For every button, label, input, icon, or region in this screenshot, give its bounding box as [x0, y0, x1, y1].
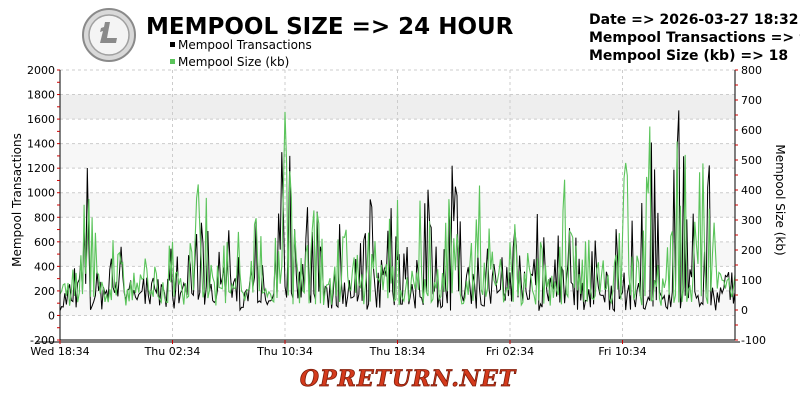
y-tick-label: 800: [34, 211, 55, 224]
y2-tick-label: 800: [741, 64, 762, 77]
series-line-transactions: [59, 110, 736, 313]
x-tick-labels: Wed 18:34 Thu 02:34 Thu 10:34 Thu 18:34 Fri …: [30, 345, 646, 358]
legend-label-size: Mempool Size (kb): [178, 55, 289, 69]
left-tick-labels: -200 0 200 400 600 800 1000 1200 1400 1600 1800 200…: [27, 64, 55, 347]
x-tick-label: Wed 18:34: [30, 345, 89, 358]
y2-tick-label: 400: [741, 184, 762, 197]
legend: Mempool Transactions Mempool Size (kb): [170, 38, 312, 69]
y2-tick-label: 500: [741, 154, 762, 167]
x-tick-label: Thu 02:34: [144, 345, 201, 358]
y2-axis-title: Mempool Size (kb): [773, 144, 787, 255]
y2-tick-label: -100: [741, 334, 766, 347]
info-date: Date => 2026-03-27 18:32: [589, 12, 798, 28]
litecoin-logo-icon: [82, 8, 136, 62]
right-tick-labels: -100 0 100 200 300 400 500 600 700 800: [741, 64, 766, 347]
y-tick-label: 1800: [27, 89, 55, 102]
y-tick-label: 1200: [27, 162, 55, 175]
y-tick-label: 0: [48, 309, 55, 322]
x-tick-label: Fri 02:34: [486, 345, 534, 358]
y-tick-label: 600: [34, 236, 55, 249]
y2-tick-label: 600: [741, 124, 762, 137]
legend-label-transactions: Mempool Transactions: [178, 38, 312, 52]
series-layer: [59, 110, 736, 313]
y-tick-label: 2000: [27, 64, 55, 77]
x-tick-label: Fri 10:34: [598, 345, 646, 358]
axes: [36, 69, 740, 344]
x-tick-label: Thu 10:34: [256, 345, 313, 358]
legend-swatch-size: [170, 59, 175, 64]
y-tick-label: 1600: [27, 113, 55, 126]
y-tick-label: 200: [34, 285, 55, 298]
info-size: Mempool Size (kb) => 18: [589, 48, 788, 64]
brand-logo-text: OPRETURN.NET: [300, 366, 517, 392]
y-axis-title: Mempool Transactions: [10, 133, 24, 267]
legend-swatch-transactions: [170, 42, 175, 47]
y-tick-label: -200: [30, 334, 55, 347]
y-tick-label: 400: [34, 260, 55, 273]
y2-tick-label: 100: [741, 274, 762, 287]
info-transactions: Mempool Transactions => 92: [589, 30, 800, 46]
chart-title: MEMPOOL SIZE => 24 HOUR: [146, 14, 514, 40]
y2-tick-label: 700: [741, 94, 762, 107]
x-tick-label: Thu 18:34: [369, 345, 426, 358]
series-line-size: [59, 111, 736, 307]
y2-tick-label: 200: [741, 244, 762, 257]
y-tick-label: 1000: [27, 187, 55, 200]
y-tick-label: 1400: [27, 138, 55, 151]
y2-tick-label: 0: [741, 304, 748, 317]
y2-tick-label: 300: [741, 214, 762, 227]
